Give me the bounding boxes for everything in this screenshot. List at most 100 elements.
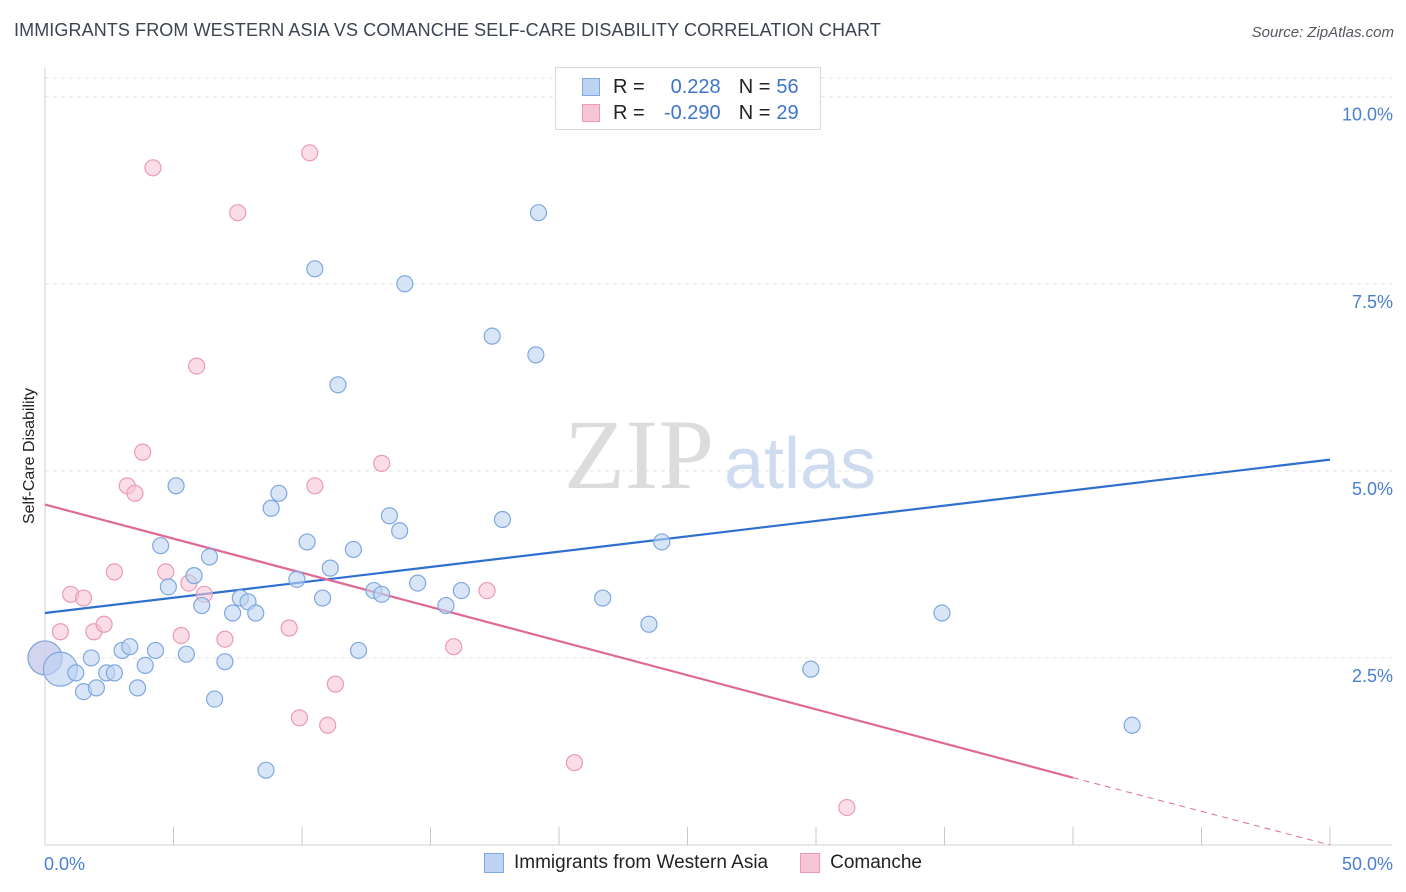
point-comanche[interactable] — [134, 443, 152, 461]
point-western-asia[interactable] — [329, 376, 347, 394]
point-comanche[interactable] — [144, 159, 162, 177]
point-western-asia[interactable] — [452, 581, 470, 600]
point-western-asia[interactable] — [802, 660, 820, 678]
point-western-asia[interactable] — [224, 604, 242, 622]
point-western-asia[interactable] — [1123, 716, 1141, 734]
stats-legend: R = 0.228 N = 56 R = -0.290 N = 29 — [555, 67, 821, 130]
point-western-asia[interactable] — [391, 522, 409, 540]
point-western-asia[interactable] — [193, 596, 211, 615]
legend-row-comanche: R = -0.290 N = 29 — [582, 101, 799, 125]
point-western-asia[interactable] — [262, 499, 280, 517]
point-western-asia[interactable] — [409, 574, 427, 592]
point-comanche[interactable] — [51, 623, 70, 641]
point-western-asia[interactable] — [82, 649, 100, 667]
point-comanche[interactable] — [373, 454, 391, 472]
point-western-asia[interactable] — [527, 346, 545, 364]
point-comanche[interactable] — [280, 619, 298, 637]
point-comanche[interactable] — [157, 563, 175, 581]
point-comanche[interactable] — [172, 626, 190, 645]
point-western-asia[interactable] — [177, 645, 195, 663]
point-western-asia[interactable] — [146, 641, 165, 660]
point-western-asia[interactable] — [529, 204, 548, 222]
point-western-asia[interactable] — [493, 510, 512, 529]
point-western-asia[interactable] — [437, 596, 455, 615]
point-western-asia[interactable] — [594, 589, 612, 607]
point-western-asia[interactable] — [653, 533, 671, 551]
point-comanche[interactable] — [229, 204, 247, 222]
legend-swatch-pink — [582, 104, 600, 122]
point-western-asia[interactable] — [373, 585, 391, 603]
legend-n-label: N = — [738, 75, 771, 98]
legend-series-name: Comanche — [830, 852, 922, 873]
x-tick-label-min: 0.0% — [44, 854, 85, 874]
point-comanche[interactable] — [126, 484, 144, 502]
legend-item-western-asia[interactable]: Immigrants from Western Asia — [484, 852, 768, 874]
point-western-asia[interactable] — [152, 537, 170, 555]
point-western-asia[interactable] — [167, 477, 185, 495]
point-comanche[interactable] — [95, 615, 113, 633]
chart-title: IMMIGRANTS FROM WESTERN ASIA VS COMANCHE… — [14, 20, 882, 40]
point-western-asia[interactable] — [349, 641, 368, 660]
point-western-asia[interactable] — [321, 559, 339, 577]
y-tick-labels: 2.5% 5.0% 7.5% 10.0% — [1342, 105, 1393, 686]
source-credit: Source: ZipAtlas.com — [1252, 24, 1394, 41]
point-western-asia[interactable] — [87, 679, 106, 697]
point-comanche[interactable] — [838, 798, 856, 817]
legend-row-western-asia: R = 0.228 N = 56 — [582, 75, 799, 99]
point-comanche[interactable] — [290, 709, 309, 727]
watermark-zip: ZIP — [564, 399, 714, 510]
point-comanche[interactable] — [216, 630, 234, 648]
point-western-asia[interactable] — [128, 679, 147, 697]
point-comanche[interactable] — [565, 754, 584, 772]
y-tick-label: 10.0% — [1342, 105, 1393, 125]
point-western-asia[interactable] — [396, 275, 414, 293]
point-western-asia[interactable] — [380, 507, 398, 525]
point-western-asia[interactable] — [185, 567, 203, 585]
point-western-asia[interactable] — [288, 570, 306, 588]
point-western-asia[interactable] — [67, 664, 85, 682]
point-western-asia[interactable] — [933, 604, 951, 622]
source-link[interactable]: ZipAtlas.com — [1307, 24, 1394, 41]
point-comanche[interactable] — [301, 144, 319, 162]
point-comanche[interactable] — [105, 563, 123, 581]
point-western-asia[interactable] — [640, 615, 658, 633]
point-comanche[interactable] — [319, 716, 337, 734]
point-western-asia[interactable] — [270, 484, 288, 502]
point-comanche[interactable] — [445, 638, 463, 656]
point-western-asia[interactable] — [121, 638, 139, 656]
point-comanche[interactable] — [478, 581, 496, 600]
data-points — [27, 144, 1141, 817]
point-western-asia[interactable] — [200, 548, 219, 566]
point-western-asia[interactable] — [136, 656, 154, 675]
axes — [44, 68, 1392, 846]
point-western-asia[interactable] — [344, 540, 362, 559]
point-western-asia[interactable] — [306, 260, 324, 278]
point-comanche[interactable] — [188, 357, 206, 375]
point-comanche[interactable] — [74, 589, 93, 607]
legend-swatch-blue — [484, 853, 504, 873]
legend-item-comanche[interactable]: Comanche — [800, 852, 922, 874]
y-tick-label: 7.5% — [1352, 292, 1393, 312]
point-comanche[interactable] — [326, 675, 345, 693]
y-tick-label: 5.0% — [1352, 479, 1393, 499]
y-axis-label: Self-Care Disability — [21, 388, 38, 524]
legend-n-label: N = — [738, 101, 771, 124]
trend-line-comanche-extension — [1072, 777, 1331, 846]
point-western-asia[interactable] — [313, 589, 332, 607]
point-western-asia[interactable] — [206, 690, 224, 708]
point-western-asia[interactable] — [247, 604, 265, 622]
trend-lines — [44, 458, 1331, 846]
point-western-asia[interactable] — [216, 653, 234, 671]
point-comanche[interactable] — [306, 477, 324, 495]
point-western-asia[interactable] — [298, 533, 316, 551]
point-western-asia[interactable] — [105, 664, 123, 682]
series-legend: Immigrants from Western Asia Comanche — [0, 852, 1406, 874]
legend-r-label: R = — [613, 75, 645, 98]
watermark: ZIP atlas — [564, 399, 876, 510]
legend-swatch-pink — [800, 853, 821, 873]
point-western-asia[interactable] — [159, 578, 177, 596]
point-western-asia[interactable] — [483, 327, 501, 345]
point-western-asia[interactable] — [257, 761, 275, 779]
watermark-atlas: atlas — [724, 424, 876, 504]
